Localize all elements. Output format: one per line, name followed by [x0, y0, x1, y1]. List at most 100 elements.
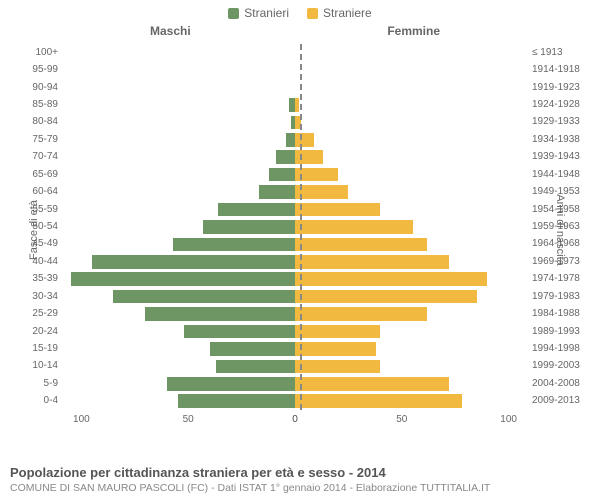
chart-row [60, 288, 530, 305]
chart-row [60, 201, 530, 218]
bar-male [178, 394, 296, 408]
chart-row [60, 131, 530, 148]
x-tick: 50 [396, 414, 407, 425]
chart-row [60, 305, 530, 322]
year-label: 2004-2008 [532, 379, 584, 389]
year-label: 1919-1923 [532, 83, 584, 93]
year-label: 1969-1973 [532, 257, 584, 267]
x-axis: 100 50 0 0 50 100 [60, 414, 530, 428]
year-label: 1974-1978 [532, 274, 584, 284]
year-label: 1964-1968 [532, 239, 584, 249]
bar-male [203, 220, 295, 234]
x-tick: 100 [73, 414, 90, 425]
year-label: 1979-1983 [532, 292, 584, 302]
age-label: 40-44 [22, 257, 58, 267]
age-label: 60-64 [22, 187, 58, 197]
age-label: 75-79 [22, 135, 58, 145]
bar-male [269, 168, 295, 182]
chart-row [60, 183, 530, 200]
year-label: 2009-2013 [532, 396, 584, 406]
age-label: 0-4 [22, 396, 58, 406]
year-label: 1939-1943 [532, 152, 584, 162]
chart-row [60, 392, 530, 409]
age-label: 20-24 [22, 327, 58, 337]
chart-row [60, 340, 530, 357]
bar-male [216, 360, 295, 374]
footer-title: Popolazione per cittadinanza straniera p… [10, 465, 590, 480]
bar-male [167, 377, 295, 391]
chart-row [60, 149, 530, 166]
bar-female [295, 325, 380, 339]
year-label: 1984-1988 [532, 309, 584, 319]
year-label: 1924-1928 [532, 100, 584, 110]
bar-male [259, 185, 295, 199]
legend-item-male: Stranieri [228, 6, 289, 20]
age-label: 25-29 [22, 309, 58, 319]
year-label: 1944-1948 [532, 170, 584, 180]
age-label: 50-54 [22, 222, 58, 232]
age-label: 45-49 [22, 239, 58, 249]
bar-female [295, 394, 462, 408]
age-label: 100+ [22, 48, 58, 58]
age-label: 90-94 [22, 83, 58, 93]
bar-male [286, 133, 295, 147]
female-swatch [307, 8, 318, 19]
bar-female [295, 133, 314, 147]
footer-subtitle: COMUNE DI SAN MAURO PASCOLI (FC) - Dati … [10, 482, 590, 494]
bar-male [92, 255, 295, 269]
legend-male-label: Stranieri [244, 6, 289, 20]
chart-row [60, 96, 530, 113]
age-label: 65-69 [22, 170, 58, 180]
chart-row [60, 236, 530, 253]
year-label: 1929-1933 [532, 117, 584, 127]
bar-male [184, 325, 295, 339]
age-label: 70-74 [22, 152, 58, 162]
year-label: 1934-1938 [532, 135, 584, 145]
chart-row [60, 270, 530, 287]
bar-male [210, 342, 295, 356]
x-axis-left: 100 50 0 [60, 414, 295, 428]
bar-male [71, 272, 295, 286]
year-label: 1959-1963 [532, 222, 584, 232]
chart-row [60, 218, 530, 235]
chart-row [60, 375, 530, 392]
bar-female [295, 220, 413, 234]
bar-female [295, 185, 348, 199]
bar-female [295, 272, 487, 286]
x-tick: 50 [183, 414, 194, 425]
x-axis-right: 0 50 100 [295, 414, 530, 428]
col-title-right: Femmine [387, 24, 440, 38]
year-label: ≤ 1913 [532, 48, 584, 58]
age-label: 10-14 [22, 361, 58, 371]
age-label: 85-89 [22, 100, 58, 110]
chart-row [60, 61, 530, 78]
legend: Stranieri Straniere [0, 0, 600, 20]
bar-female [295, 98, 299, 112]
col-title-left: Maschi [150, 24, 191, 38]
bar-female [295, 307, 427, 321]
bar-female [295, 255, 449, 269]
bar-male [145, 307, 295, 321]
age-label: 80-84 [22, 117, 58, 127]
bar-female [295, 342, 376, 356]
legend-female-label: Straniere [323, 6, 372, 20]
age-label: 5-9 [22, 379, 58, 389]
bar-female [295, 360, 380, 374]
bar-male [113, 290, 295, 304]
age-label: 95-99 [22, 65, 58, 75]
age-label: 15-19 [22, 344, 58, 354]
chart-row [60, 79, 530, 96]
age-label: 30-34 [22, 292, 58, 302]
bar-female [295, 290, 477, 304]
male-swatch [228, 8, 239, 19]
bar-male [276, 150, 295, 164]
x-tick: 0 [292, 414, 298, 425]
year-label: 1989-1993 [532, 327, 584, 337]
bar-female [295, 377, 449, 391]
bar-male [173, 238, 295, 252]
age-label: 35-39 [22, 274, 58, 284]
chart-row [60, 114, 530, 131]
x-tick: 100 [500, 414, 517, 425]
bar-female [295, 203, 380, 217]
chart-row [60, 323, 530, 340]
